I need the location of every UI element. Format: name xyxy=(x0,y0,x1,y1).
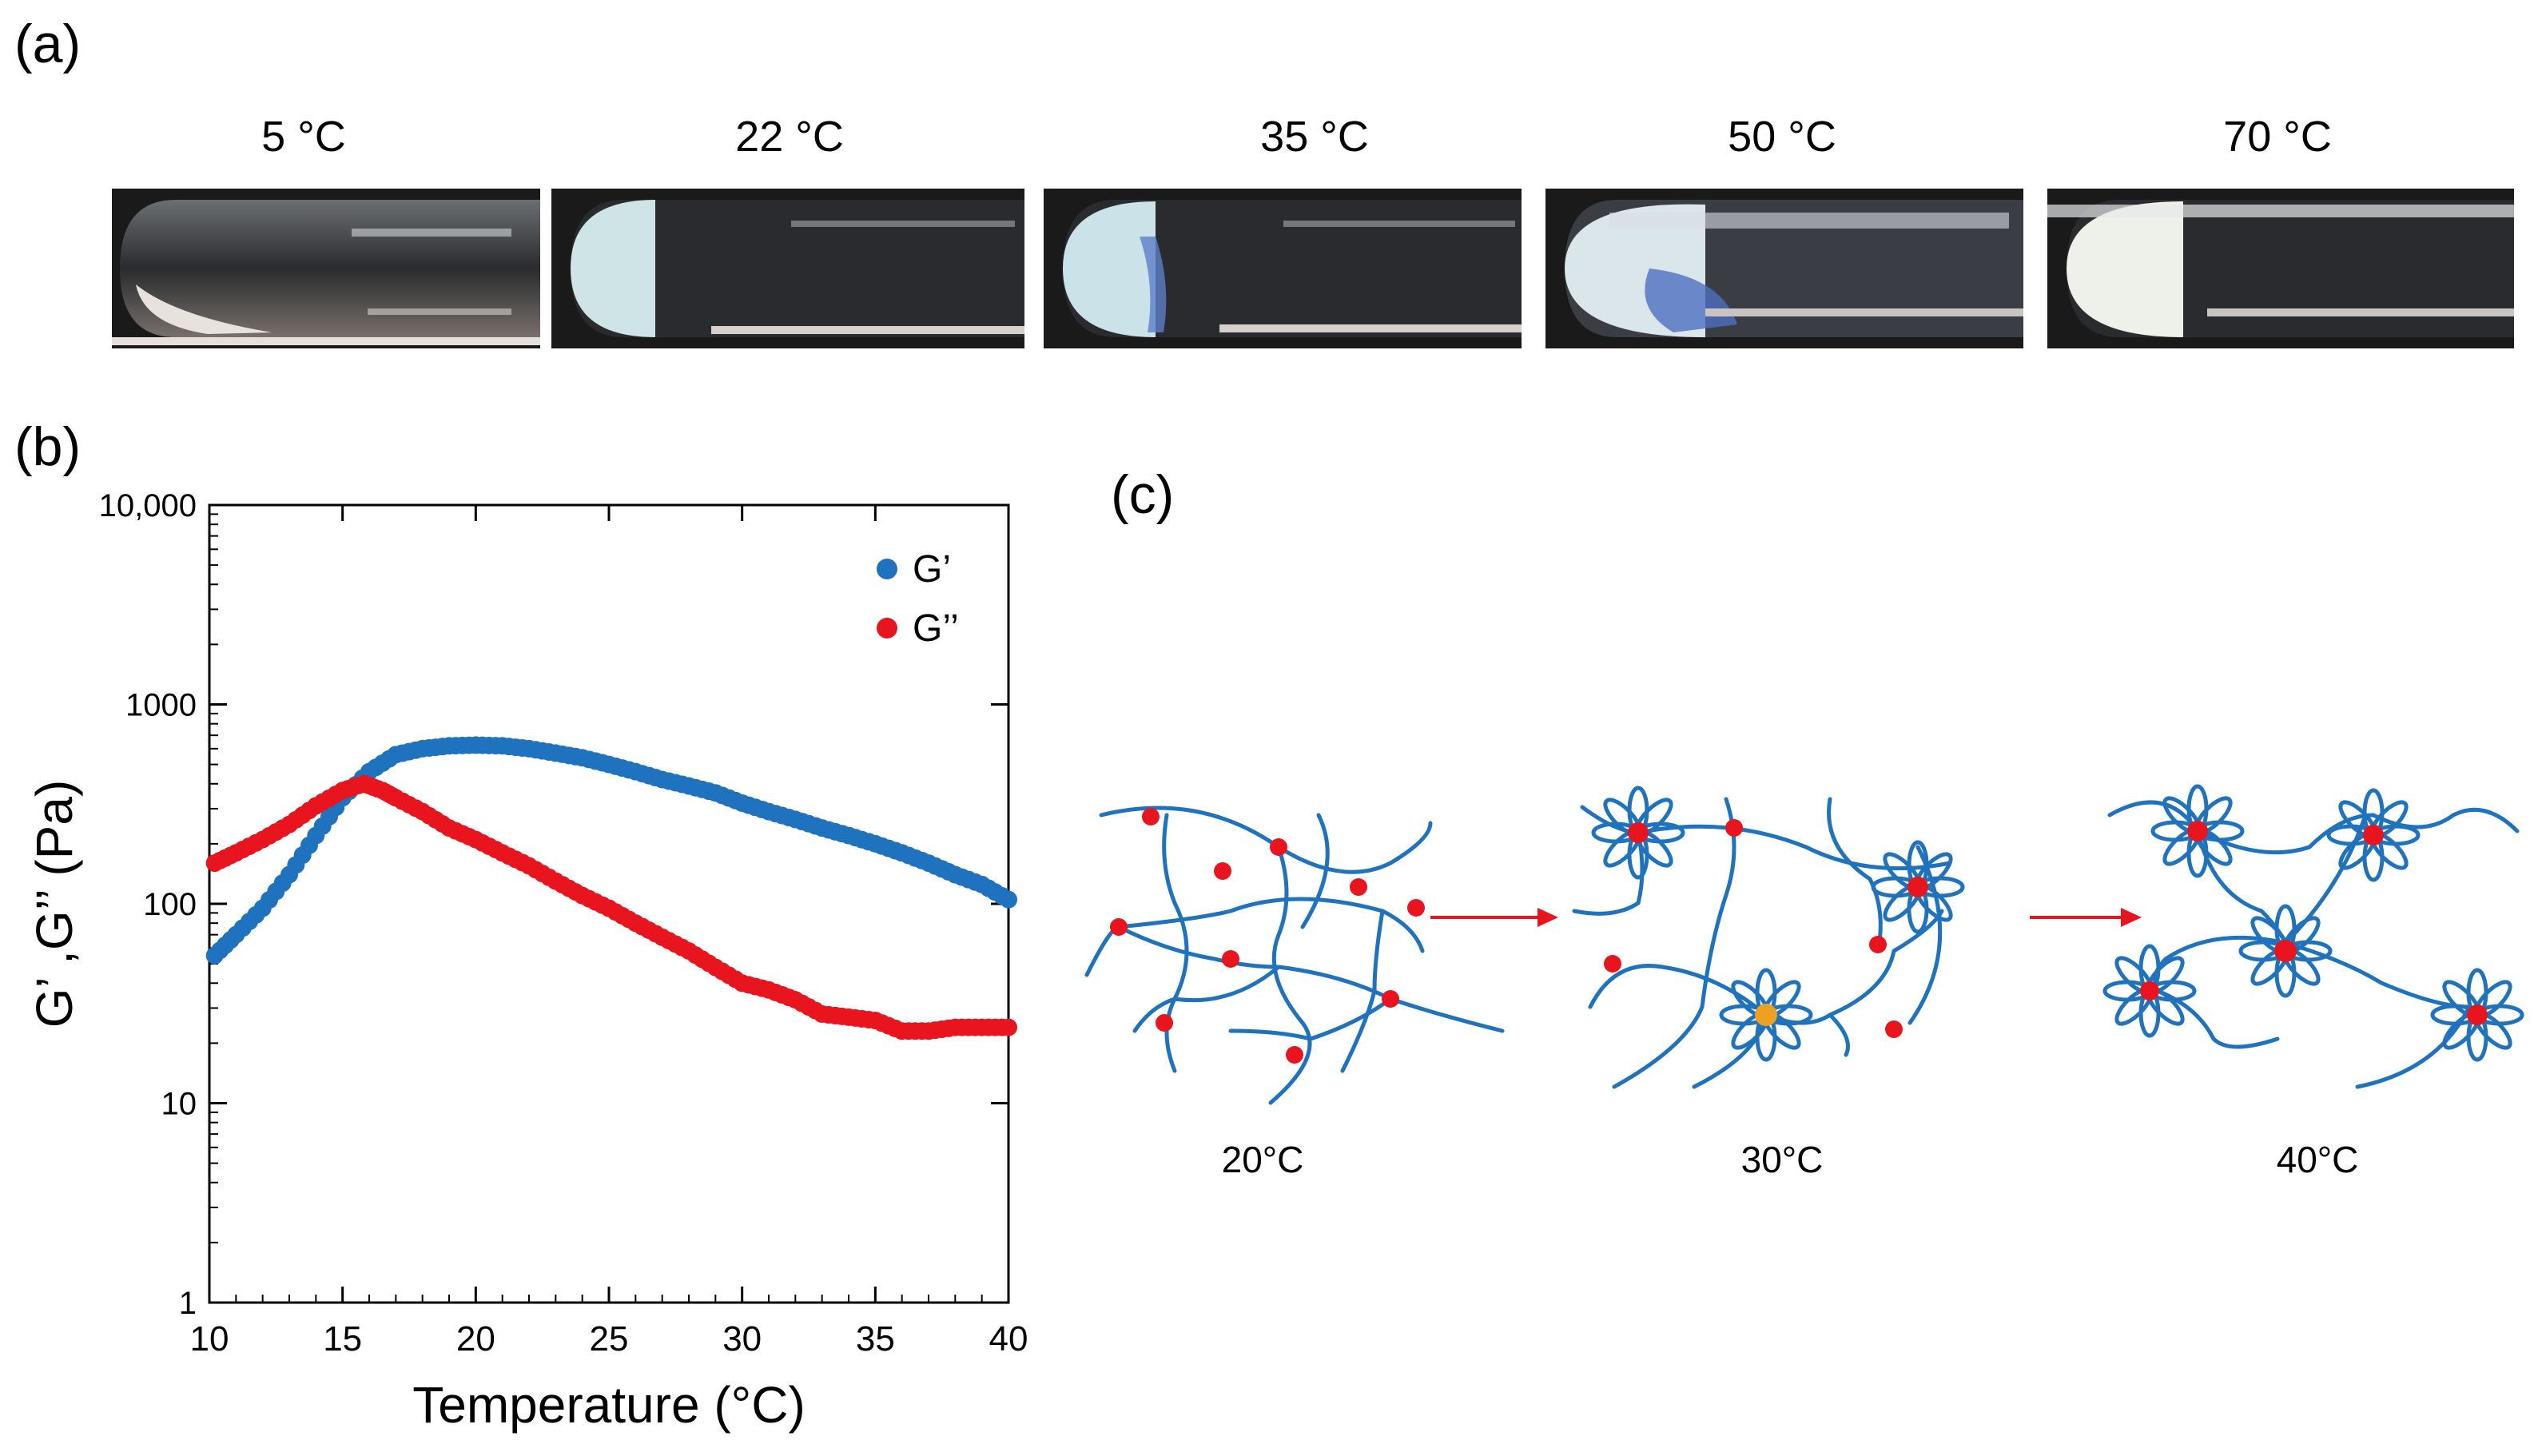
panel-label-c: (c) xyxy=(1111,464,1175,525)
polymer-chain xyxy=(1099,806,1433,874)
series-1 xyxy=(205,736,1017,965)
crosslink xyxy=(1350,878,1367,896)
polymer-chain xyxy=(1828,909,1944,1017)
legend-label: G’ xyxy=(913,548,951,591)
legend-marker xyxy=(877,618,897,638)
polymer-chain xyxy=(1132,997,1177,1033)
legend-label: G’’ xyxy=(913,607,959,650)
micelle-flower xyxy=(2238,904,2333,998)
crosslink xyxy=(1286,1046,1303,1064)
crosslink xyxy=(1214,862,1231,880)
polymer-chain xyxy=(1612,797,1736,1089)
micelle-core xyxy=(2467,1004,2488,1025)
micelle-flower xyxy=(2102,944,2197,1038)
x-tick-label: 15 xyxy=(323,1319,362,1359)
tube-temp-label: 50 °C xyxy=(1728,113,1836,161)
polymer-chain xyxy=(1572,830,1645,916)
polymer-chain xyxy=(2283,941,2472,1009)
crosslink xyxy=(1270,838,1287,856)
tube-temp-label: 22 °C xyxy=(735,113,844,161)
y-tick-label: 10 xyxy=(161,1087,197,1122)
crosslink xyxy=(1885,1020,1903,1038)
tube-photo-35c xyxy=(1044,189,1522,348)
transition-arrow-head xyxy=(1538,908,1558,927)
crosslink xyxy=(1604,955,1621,973)
tube-temp-label: 5 °C xyxy=(261,113,346,161)
crosslink xyxy=(1382,990,1399,1008)
micelle-core xyxy=(2187,821,2208,841)
polymer-chain xyxy=(1268,845,1312,1105)
micelle-core xyxy=(2140,981,2159,1001)
chart-axes: 10 15 20 25 30 35 40110100100010,000Temperatur… xyxy=(26,488,1028,1434)
y-tick-label: 1 xyxy=(179,1286,197,1321)
data-point xyxy=(1000,890,1017,909)
micelle-flower xyxy=(1591,786,1685,880)
y-tick-label: 100 xyxy=(143,887,197,922)
x-tick-label: 10 xyxy=(190,1319,229,1359)
crosslink xyxy=(1222,950,1239,968)
polymer-chain xyxy=(1300,813,1330,929)
polymer-chain xyxy=(2155,989,2280,1049)
panel-label-b: (b) xyxy=(14,416,82,477)
tube-temp-label: 35 °C xyxy=(1260,113,1369,161)
polymer-chain xyxy=(1116,925,1393,1001)
crosslink xyxy=(1869,936,1887,953)
x-tick-label: 25 xyxy=(590,1319,629,1359)
data-point xyxy=(1000,1018,1017,1036)
micelle-flower xyxy=(2326,788,2421,882)
y-axis-label: G’ ,G’’ (Pa) xyxy=(26,780,83,1028)
crosslink xyxy=(1110,918,1128,936)
polymer-chain xyxy=(1228,997,1505,1041)
polymer-chain xyxy=(1172,965,1281,1003)
panel-label-a: (a) xyxy=(14,14,82,74)
polymer-chain xyxy=(1692,1012,1768,1089)
y-tick-label: 1000 xyxy=(125,688,197,723)
tube-temp-label: 70 °C xyxy=(2223,113,2332,161)
transition-arrow-head xyxy=(2121,908,2142,927)
micelle-flower xyxy=(1871,840,1965,934)
x-axis-label: Temperature (°C) xyxy=(412,1376,806,1434)
tube-photo-50c xyxy=(1545,189,2023,348)
crosslink xyxy=(1156,1014,1173,1032)
polymer-chain xyxy=(1588,964,1832,1025)
micelle-core xyxy=(2363,825,2384,845)
tube-photo-22c xyxy=(551,189,1024,348)
y-tick-label: 10,000 xyxy=(99,488,197,523)
polymer-chain xyxy=(1340,909,1385,1073)
crosslink xyxy=(1407,899,1425,917)
x-tick-label: 40 xyxy=(989,1319,1028,1359)
diagram-label-20c: 20°C xyxy=(1221,1139,1304,1180)
micelle-core xyxy=(1755,1004,1777,1026)
micelle-core xyxy=(2274,940,2297,962)
polymer-chain xyxy=(1827,797,1883,953)
diagram-label-30c: 30°C xyxy=(1740,1139,1824,1180)
micelle-flower xyxy=(1719,968,1813,1062)
chart-legend: G’ G’’ xyxy=(877,548,959,650)
polymer-chain xyxy=(1828,1012,1850,1057)
series-2 xyxy=(205,774,1017,1040)
diagram-label-40c: 40°C xyxy=(2276,1139,2359,1180)
x-tick-label: 30 xyxy=(722,1319,762,1359)
micelle-flower xyxy=(2430,968,2524,1062)
polymer-chain xyxy=(2153,935,2288,993)
polymer-chain xyxy=(1162,813,1189,1073)
x-tick-label: 20 xyxy=(456,1319,495,1359)
modulus-chart: 10 15 20 25 30 35 40110100100010,000Temperatur… xyxy=(26,488,1028,1434)
network-diagram xyxy=(1084,784,2524,1105)
tube-photo-70c xyxy=(2047,189,2514,348)
micelle-flower xyxy=(2150,784,2245,878)
crosslink xyxy=(1142,808,1160,825)
chart-series xyxy=(205,736,1017,1040)
crosslink xyxy=(1725,819,1743,837)
micelle-core xyxy=(1907,877,1928,897)
x-tick-label: 35 xyxy=(856,1319,895,1359)
tube-photo-5c xyxy=(112,189,540,348)
micelle-core xyxy=(1628,822,1649,843)
legend-marker xyxy=(877,559,897,579)
